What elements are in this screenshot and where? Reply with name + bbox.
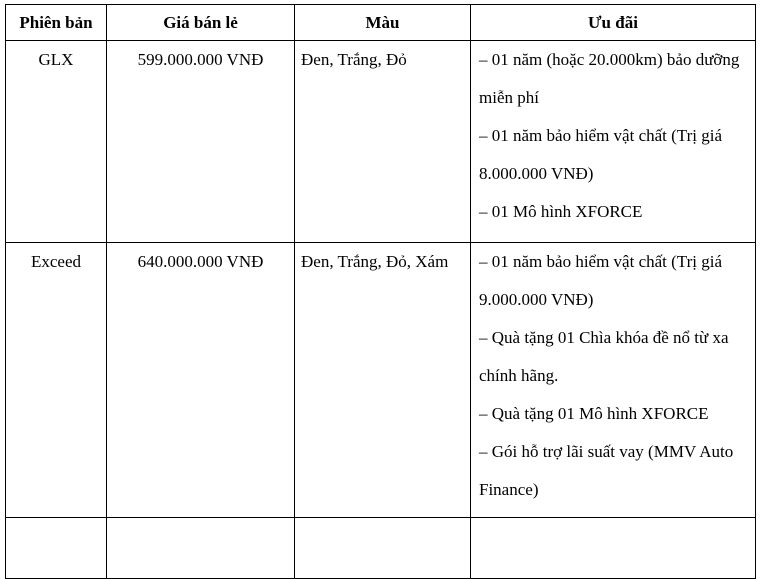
promo-line: – Gói hỗ trợ lãi suất vay (MMV Auto Fina… bbox=[479, 442, 734, 499]
promos-cell bbox=[470, 517, 756, 579]
header-row: Phiên bản Giá bán lẻ Màu Ưu đãi bbox=[5, 4, 756, 41]
colors-cell: Đen, Trắng, Đỏ bbox=[294, 40, 471, 243]
header-price: Giá bán lẻ bbox=[106, 4, 295, 41]
version-cell: Exceed bbox=[5, 242, 107, 518]
header-version: Phiên bản bbox=[5, 4, 107, 41]
pricing-table-header: Phiên bản Giá bán lẻ Màu Ưu đãi bbox=[5, 4, 756, 41]
promo-line: – 01 năm bảo hiểm vật chất (Trị giá 8.00… bbox=[479, 126, 722, 183]
price-cell: 599.000.000 VNĐ bbox=[106, 40, 295, 243]
price-cell bbox=[106, 517, 295, 579]
header-color: Màu bbox=[294, 4, 471, 41]
promo-line: – Quà tặng 01 Mô hình XFORCE bbox=[479, 404, 709, 423]
promo-line: – 01 năm bảo hiểm vật chất (Trị giá 9.00… bbox=[479, 252, 722, 309]
pricing-table: Phiên bản Giá bán lẻ Màu Ưu đãi GLX 599.… bbox=[5, 4, 756, 579]
table-row: GLX 599.000.000 VNĐ Đen, Trắng, Đỏ – 01 … bbox=[5, 40, 756, 243]
promo-line: – 01 Mô hình XFORCE bbox=[479, 202, 643, 221]
colors-cell: Đen, Trắng, Đỏ, Xám bbox=[294, 242, 471, 518]
promos-cell: – 01 năm bảo hiểm vật chất (Trị giá 9.00… bbox=[470, 242, 756, 518]
pricing-table-body: GLX 599.000.000 VNĐ Đen, Trắng, Đỏ – 01 … bbox=[5, 40, 756, 579]
version-cell bbox=[5, 517, 107, 579]
header-promo: Ưu đãi bbox=[470, 4, 756, 41]
table-row: Exceed 640.000.000 VNĐ Đen, Trắng, Đỏ, X… bbox=[5, 242, 756, 518]
version-cell: GLX bbox=[5, 40, 107, 243]
document-page: Phiên bản Giá bán lẻ Màu Ưu đãi GLX 599.… bbox=[5, 4, 756, 579]
promos-cell: – 01 năm (hoặc 20.000km) bảo dưỡng miễn … bbox=[470, 40, 756, 243]
promo-line: – 01 năm (hoặc 20.000km) bảo dưỡng miễn … bbox=[479, 50, 740, 107]
colors-cell bbox=[294, 517, 471, 579]
price-cell: 640.000.000 VNĐ bbox=[106, 242, 295, 518]
promo-line: – Quà tặng 01 Chìa khóa đề nổ từ xa chín… bbox=[479, 328, 729, 385]
table-row bbox=[5, 517, 756, 579]
